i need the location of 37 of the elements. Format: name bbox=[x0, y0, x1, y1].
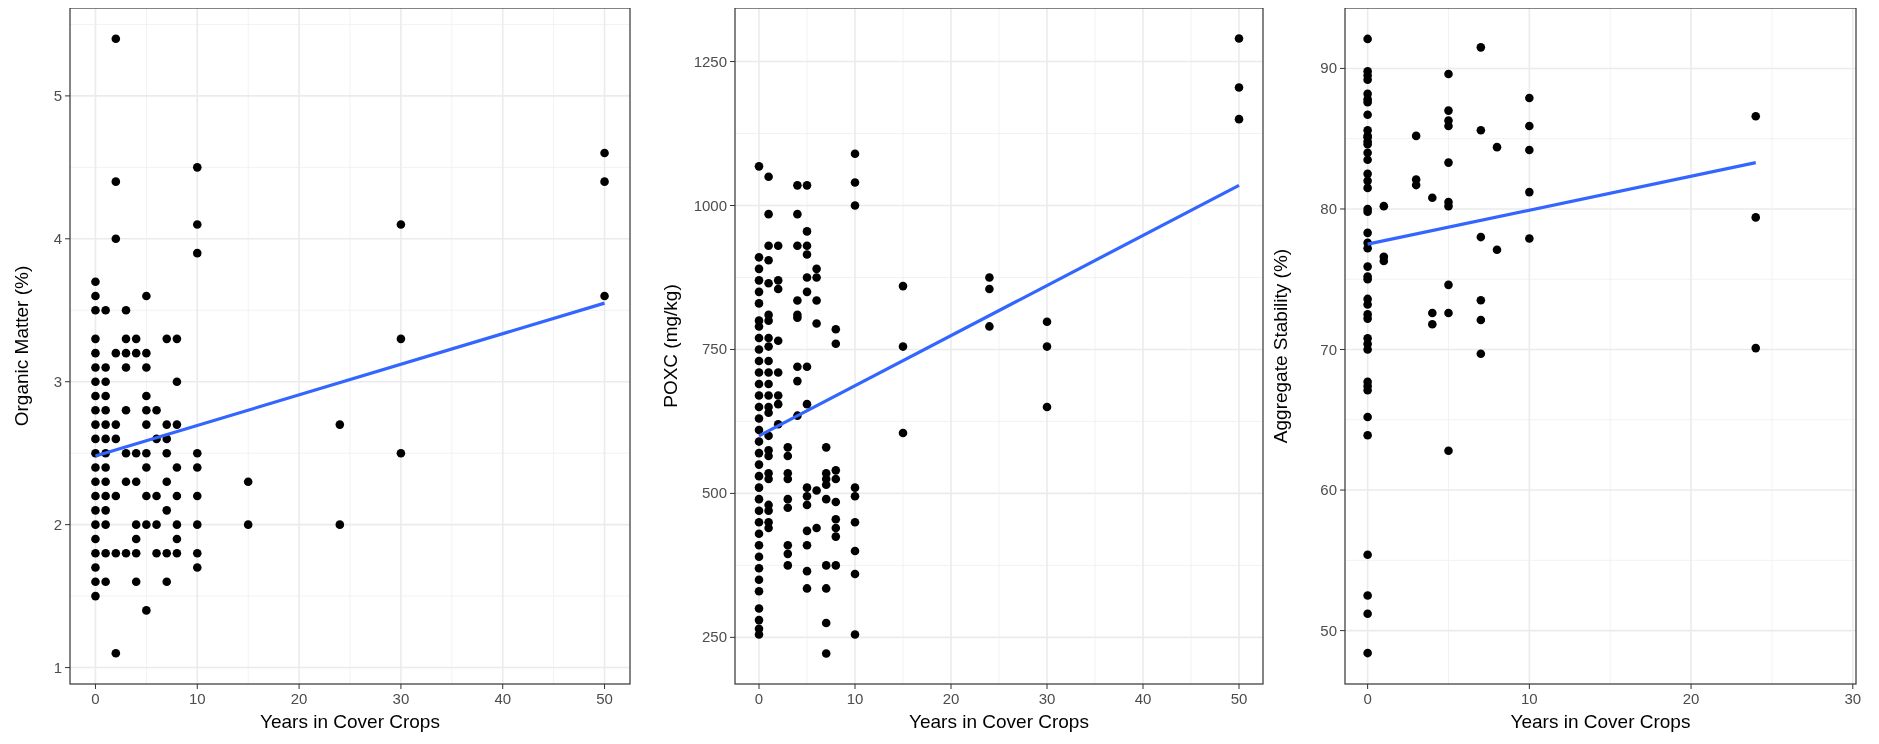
x-tick-label: 40 bbox=[494, 690, 512, 707]
y-tick-label: 3 bbox=[53, 372, 62, 390]
y-axis-title: POXC (mg/kg) bbox=[660, 284, 681, 408]
x-tick-label: 20 bbox=[942, 690, 960, 707]
x-tick-label: 50 bbox=[1230, 690, 1248, 707]
y-tick-label: 1250 bbox=[693, 52, 727, 70]
x-tick-label: 50 bbox=[596, 690, 613, 707]
x-tick-label: 0 bbox=[1363, 690, 1372, 707]
y-tick-label: 90 bbox=[1320, 59, 1337, 77]
x-axis-title: Years in Cover Crops bbox=[260, 711, 440, 732]
x-tick-label: 10 bbox=[1521, 690, 1538, 707]
y-tick-label: 2 bbox=[53, 515, 62, 533]
x-tick-label: 20 bbox=[290, 690, 308, 707]
x-tick-label: 40 bbox=[1134, 690, 1152, 707]
y-tick-label: 80 bbox=[1320, 199, 1337, 217]
x-tick-label: 20 bbox=[1682, 690, 1700, 707]
x-tick-label: 10 bbox=[846, 690, 864, 707]
y-tick-label: 4 bbox=[53, 229, 62, 247]
y-tick-label: 1 bbox=[53, 658, 62, 676]
x-tick-label: 30 bbox=[1038, 690, 1056, 707]
y-axis-title: Organic Matter (%) bbox=[11, 265, 32, 427]
y-tick-label: 1000 bbox=[693, 196, 727, 214]
x-tick-label: 0 bbox=[91, 690, 100, 707]
y-axis-title: Aggregate Stability (%) bbox=[1270, 248, 1291, 444]
y-tick-label: 50 bbox=[1320, 621, 1337, 639]
x-tick-label: 0 bbox=[754, 690, 764, 707]
x-axis-title: Years in Cover Crops bbox=[909, 711, 1089, 732]
y-tick-label: 60 bbox=[1320, 481, 1337, 499]
x-axis-title: Years in Cover Crops bbox=[1510, 711, 1691, 732]
y-tick-label: 500 bbox=[701, 484, 727, 502]
y-tick-label: 750 bbox=[701, 340, 727, 358]
y-tick-label: 70 bbox=[1320, 340, 1337, 358]
x-tick-label: 10 bbox=[188, 690, 206, 707]
x-tick-label: 30 bbox=[1844, 690, 1862, 707]
x-tick-label: 30 bbox=[392, 690, 410, 707]
y-tick-label: 5 bbox=[53, 86, 62, 104]
y-tick-label: 250 bbox=[701, 628, 727, 646]
